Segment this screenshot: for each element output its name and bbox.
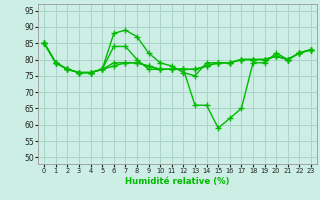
- X-axis label: Humidité relative (%): Humidité relative (%): [125, 177, 230, 186]
